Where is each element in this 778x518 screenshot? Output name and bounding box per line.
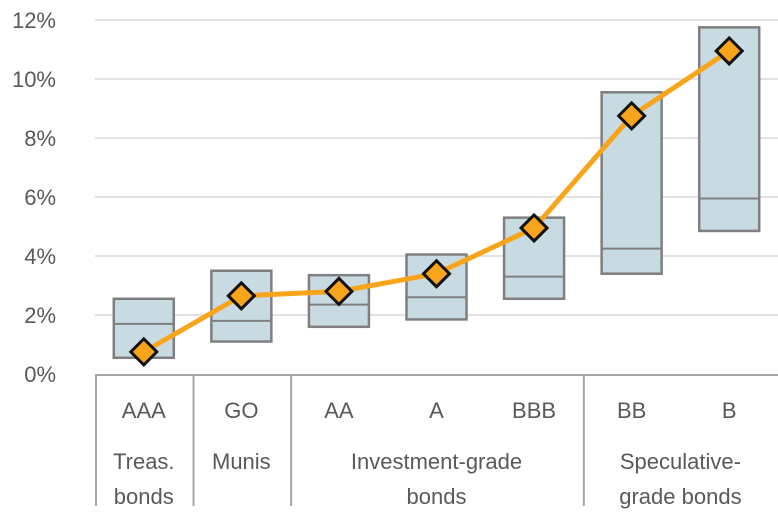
group-label-line: Investment-grade: [351, 449, 522, 474]
yield-marker-diamond-BBB: [518, 212, 550, 244]
rating-label-GO: GO: [224, 398, 258, 423]
yield-marker-diamond-A: [421, 258, 452, 289]
rating-label-AA: AA: [324, 398, 354, 423]
ytick-label-8%: 8%: [24, 126, 56, 151]
ytick-label-10%: 10%: [12, 67, 56, 92]
rating-label-AAA: AAA: [122, 398, 166, 423]
group-label-line: bonds: [407, 484, 467, 509]
yield-marker-diamond-AAA: [128, 336, 159, 367]
ytick-label-2%: 2%: [24, 303, 56, 328]
ytick-label-4%: 4%: [24, 244, 56, 269]
group-label-line: Treas.: [113, 449, 175, 474]
ytick-label-12%: 12%: [12, 8, 56, 33]
group-label-line: Munis: [212, 449, 271, 474]
rating-label-BB: BB: [617, 398, 646, 423]
rating-label-BBB: BBB: [512, 398, 556, 423]
group-label-line: Speculative-: [620, 449, 741, 474]
rating-label-B: B: [722, 398, 737, 423]
group-label-line: bonds: [114, 484, 174, 509]
yield-marker-diamond-AA: [323, 276, 355, 307]
yield-marker-diamond-BB: [616, 100, 647, 131]
yield-marker-diamond-B: [714, 35, 745, 67]
ytick-label-0%: 0%: [24, 362, 56, 387]
yield-marker-diamond-GO: [226, 280, 257, 311]
group-label-line: grade bonds: [619, 484, 741, 509]
ytick-label-6%: 6%: [24, 185, 56, 210]
rating-label-A: A: [429, 398, 444, 423]
